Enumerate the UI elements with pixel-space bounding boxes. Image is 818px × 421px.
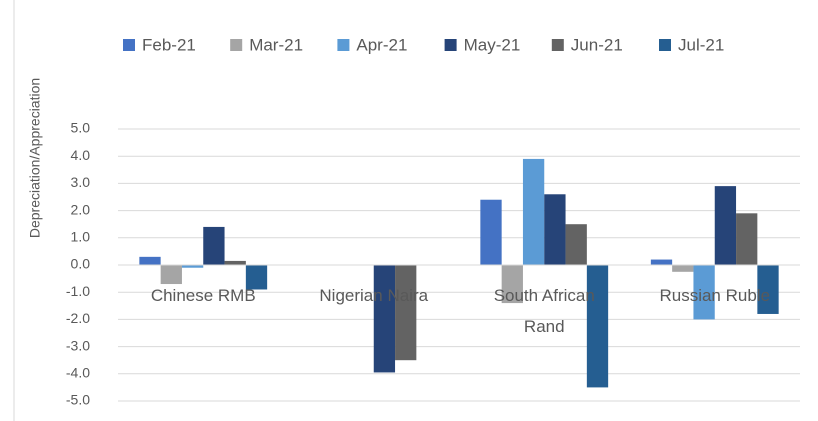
bar xyxy=(245,265,268,290)
y-tick-label: -5.0 xyxy=(66,392,90,408)
y-tick-label: -1.0 xyxy=(66,283,90,299)
x-tick-label: South African Rand xyxy=(493,286,595,336)
bar xyxy=(203,226,225,265)
y-tick-label: 3.0 xyxy=(71,174,91,190)
bar xyxy=(672,265,694,272)
y-tick-label: -2.0 xyxy=(66,310,90,326)
y-tick-label: 4.0 xyxy=(71,147,91,163)
legend-label: Mar-21 xyxy=(249,35,303,54)
x-tick-label: Russian Ruble xyxy=(659,286,771,305)
bar xyxy=(736,213,758,265)
bar xyxy=(565,224,587,265)
legend-swatch xyxy=(659,39,671,51)
y-tick-label: 5.0 xyxy=(71,120,91,136)
y-axis-label: Depreciation/Appreciation xyxy=(27,78,43,238)
bar xyxy=(139,256,161,265)
bar xyxy=(544,194,566,265)
legend-swatch xyxy=(551,39,564,51)
bar xyxy=(714,186,737,265)
y-tick-label: -3.0 xyxy=(66,337,90,353)
bar xyxy=(224,260,246,265)
legend-label: Apr-21 xyxy=(356,35,407,54)
y-tick-label: 2.0 xyxy=(71,201,91,217)
bar xyxy=(501,265,523,304)
legend-swatch xyxy=(230,39,243,51)
y-tick-label: -4.0 xyxy=(66,365,90,381)
bar xyxy=(181,265,204,268)
bar xyxy=(650,259,673,265)
legend-swatch xyxy=(337,39,350,51)
legend-label: Jun-21 xyxy=(571,35,623,54)
bar xyxy=(757,265,779,314)
y-tick-label: 1.0 xyxy=(71,229,91,245)
legend-swatch xyxy=(123,39,135,51)
x-tick-label: Nigerian Naira xyxy=(319,286,429,305)
legend-label: Jul-21 xyxy=(678,35,724,54)
legend-swatch xyxy=(444,39,457,51)
bar xyxy=(160,265,182,285)
bar xyxy=(480,199,502,265)
y-tick-label: 0.0 xyxy=(71,256,91,272)
legend-label: May-21 xyxy=(464,35,521,54)
legend-label: Feb-21 xyxy=(142,35,196,54)
bar xyxy=(395,265,417,361)
bar xyxy=(586,265,609,388)
x-tick-label: Chinese RMB xyxy=(150,286,256,305)
bar xyxy=(522,158,545,265)
bar xyxy=(693,265,715,320)
bar xyxy=(373,265,396,373)
